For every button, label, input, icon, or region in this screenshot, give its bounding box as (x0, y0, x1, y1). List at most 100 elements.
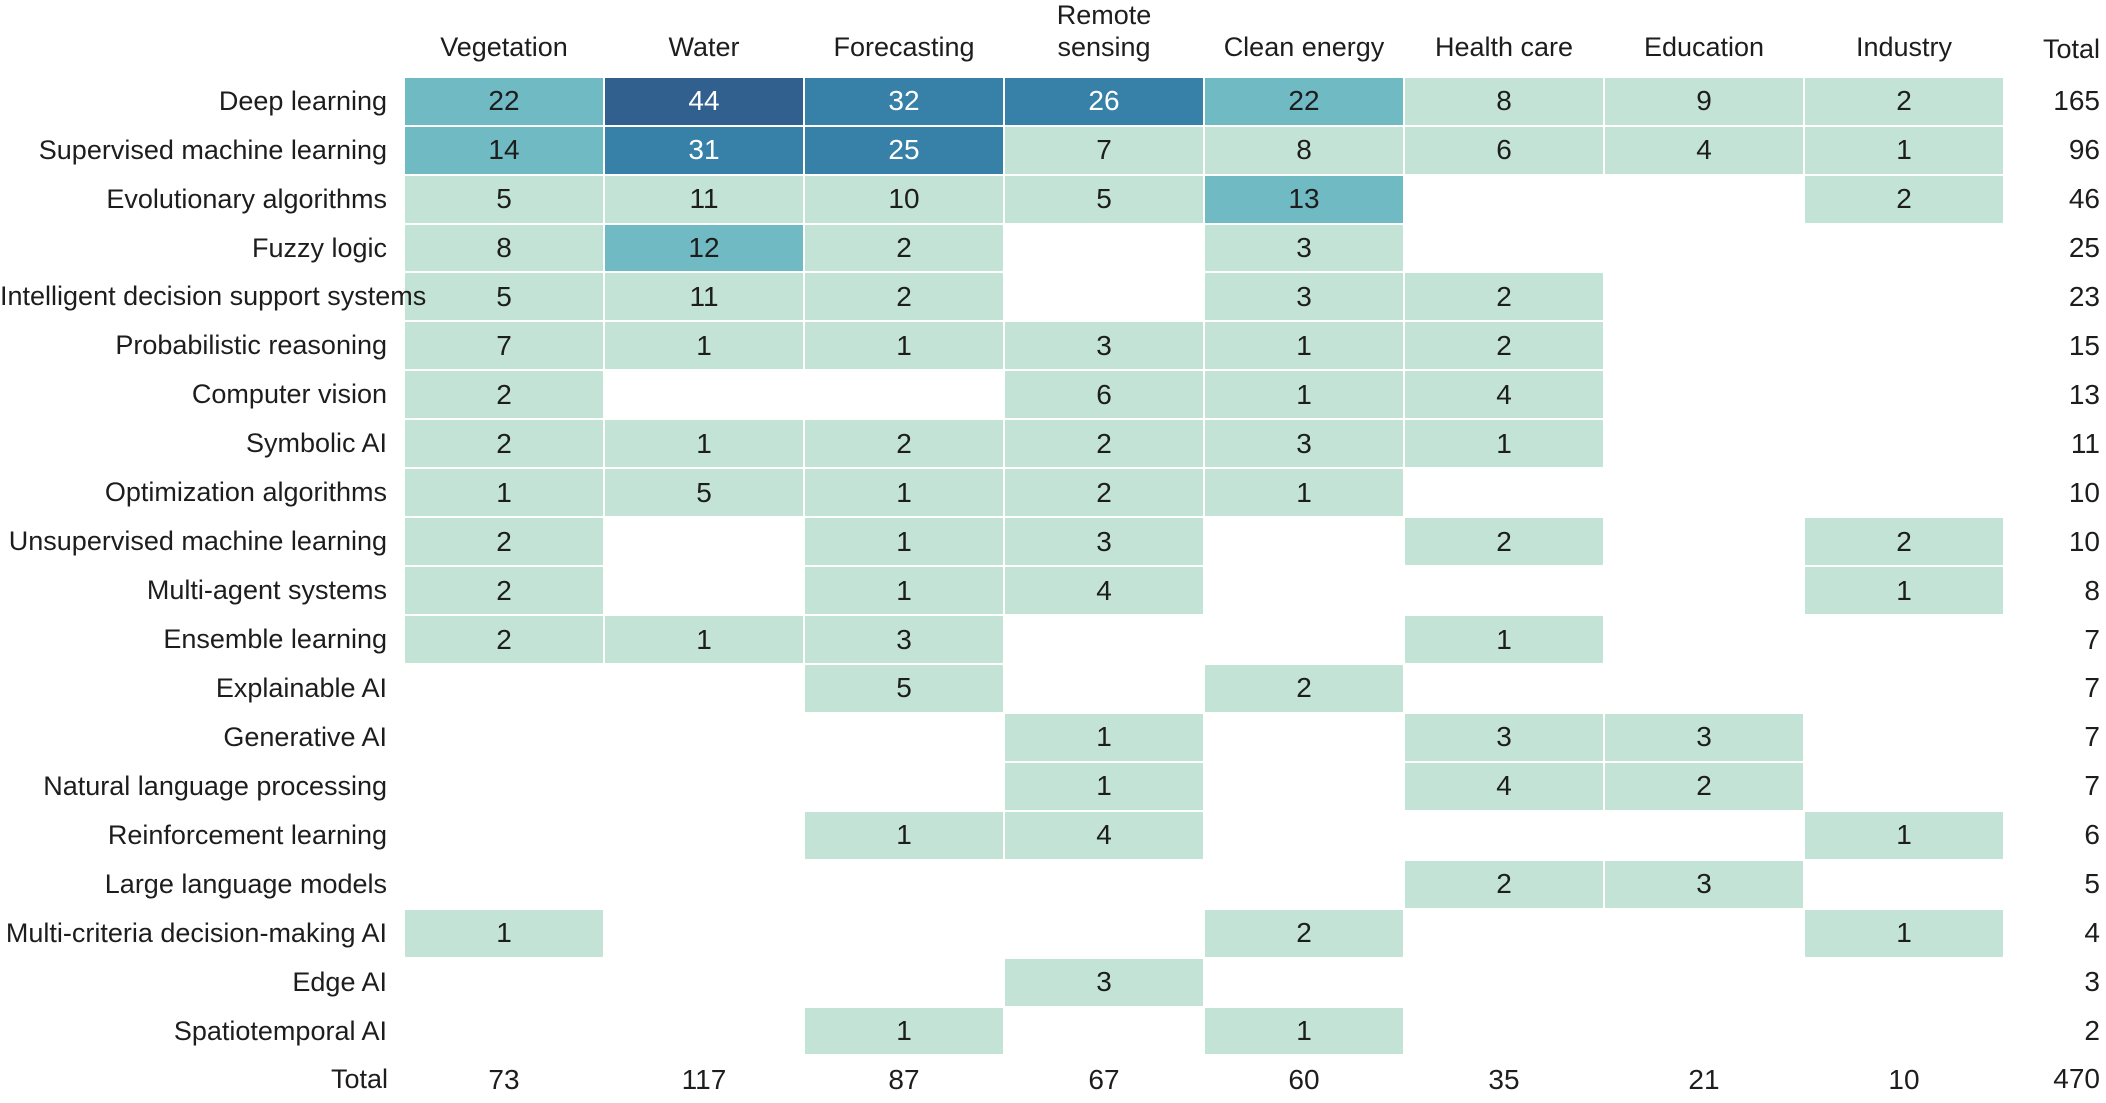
heatmap-cell: 44 (603, 75, 805, 127)
heatmap-cell: 2 (403, 614, 605, 665)
row-label: Natural language processing (43, 770, 387, 801)
heatmap-cell: 2 (1403, 858, 1605, 910)
heatmap-cell (1603, 516, 1805, 568)
heatmap-cell: 7 (403, 320, 605, 372)
column-header-education: Education (1604, 0, 1804, 77)
row-total: 7 (2084, 770, 2100, 802)
heatmap-cell (403, 956, 605, 1008)
row-total: 2 (2084, 1015, 2100, 1046)
column-header-label: Vegetation (440, 31, 568, 62)
heatmap-cell (1403, 907, 1605, 959)
column-total: 117 (604, 1055, 804, 1103)
row-label: Unsupervised machine learning (8, 526, 387, 557)
heatmap-cell (603, 369, 805, 421)
column-total: 73 (404, 1055, 604, 1103)
heatmap-cell (1603, 271, 1805, 323)
row-label: Multi-criteria decision-making AI (5, 917, 387, 948)
heatmap-cell: 1 (1803, 907, 2005, 959)
heatmap-cell (1603, 1005, 1805, 1057)
heatmap-cell: 13 (1203, 173, 1405, 225)
row-label: Supervised machine learning (38, 134, 387, 165)
row-total: 7 (2084, 721, 2100, 753)
row-label: Ensemble learning (163, 624, 387, 654)
column-total: 21 (1604, 1055, 1804, 1103)
heatmap-cell: 12 (603, 222, 805, 274)
heatmap-cell: 1 (603, 614, 805, 665)
heatmap-cell: 1 (803, 809, 1005, 861)
heatmap-cell: 14 (403, 124, 605, 176)
heatmap-cell (1803, 418, 2005, 470)
column-header-label: Health care (1434, 31, 1574, 62)
column-header-label: Total (2042, 33, 2100, 64)
row-label: Evolutionary algorithms (106, 183, 387, 214)
heatmap-cell (803, 711, 1005, 763)
heatmap-cell: 1 (803, 565, 1005, 617)
heatmap-cell: 1 (803, 320, 1005, 372)
heatmap-cell (1803, 614, 2005, 665)
row-total: 13 (2068, 378, 2100, 410)
heatmap-cell (1803, 222, 2005, 274)
heatmap-cell (1403, 662, 1605, 714)
heatmap-cell: 2 (1803, 173, 2005, 225)
heatmap-cell: 1 (1203, 369, 1405, 421)
column-header-label: Forecasting (833, 31, 975, 62)
heatmap-cell (1403, 222, 1605, 274)
heatmap-cell: 5 (803, 662, 1005, 714)
heatmap-cell: 8 (403, 222, 605, 274)
heatmap-row: Symbolic AI 2 1 2 2 3 1 11 (0, 418, 2106, 470)
heatmap-cell (1403, 1005, 1605, 1057)
heatmap-cell: 8 (1203, 124, 1405, 176)
heatmap-cell (1803, 271, 2005, 323)
column-total: 35 (1404, 1055, 1604, 1103)
header-row: Vegetation Water Forecasting Remote sens… (0, 0, 2106, 77)
heatmap-cell: 1 (1003, 711, 1205, 763)
heatmap-cell: 1 (603, 418, 805, 470)
heatmap-cell: 10 (803, 173, 1005, 225)
heatmap-cell (1603, 907, 1805, 959)
heatmap-cell: 2 (1403, 320, 1605, 372)
heatmap-row: Probabilistic reasoning 7 1 1 3 1 2 15 (0, 320, 2106, 372)
heatmap-cell (603, 809, 805, 861)
heatmap-cell: 1 (403, 907, 605, 959)
row-total: 23 (2068, 280, 2100, 312)
heatmap-cell: 3 (1003, 956, 1205, 1008)
heatmap-cell: 1 (1203, 467, 1405, 519)
heatmap-cell: 1 (803, 516, 1005, 568)
heatmap-cell (603, 565, 805, 617)
row-label: Deep learning (218, 85, 387, 116)
heatmap-cell (1803, 760, 2005, 812)
heatmap-cell: 11 (603, 173, 805, 225)
heatmap-cell (1203, 956, 1405, 1008)
heatmap-cell: 3 (1203, 222, 1405, 274)
row-total: 46 (2068, 183, 2100, 215)
column-header-total: Total (2004, 0, 2106, 77)
heatmap-cell (1003, 907, 1205, 959)
heatmap-cell: 2 (1003, 467, 1205, 519)
heatmap-cell: 11 (603, 271, 805, 323)
row-total: 25 (2068, 232, 2100, 263)
heatmap-cell: 3 (1003, 320, 1205, 372)
heatmap-cell (403, 760, 605, 812)
heatmap-cell (1603, 809, 1805, 861)
heatmap-row: Large language models 2 3 5 (0, 858, 2106, 910)
row-total: 5 (2084, 868, 2100, 900)
column-header-forecasting: Forecasting (804, 0, 1004, 77)
column-header-industry: Industry (1804, 0, 2004, 77)
heatmap-cell (1003, 1005, 1205, 1057)
heatmap-cell (1203, 516, 1405, 568)
column-total: 10 (1804, 1055, 2004, 1103)
column-total: 87 (804, 1055, 1004, 1103)
heatmap-cell (1603, 565, 1805, 617)
heatmap-cell (1203, 760, 1405, 812)
heatmap-cell (1603, 418, 1805, 470)
row-label: Intelligent decision support systems (0, 281, 427, 312)
heatmap-cell (1403, 565, 1605, 617)
row-label: Symbolic AI (245, 428, 387, 459)
heatmap-cell: 22 (403, 75, 605, 127)
heatmap-cell (603, 858, 805, 910)
heatmap-cell: 7 (1003, 124, 1205, 176)
heatmap-cell: 1 (1803, 565, 2005, 617)
heatmap-cell (1803, 858, 2005, 910)
heatmap-cell (1603, 467, 1805, 519)
